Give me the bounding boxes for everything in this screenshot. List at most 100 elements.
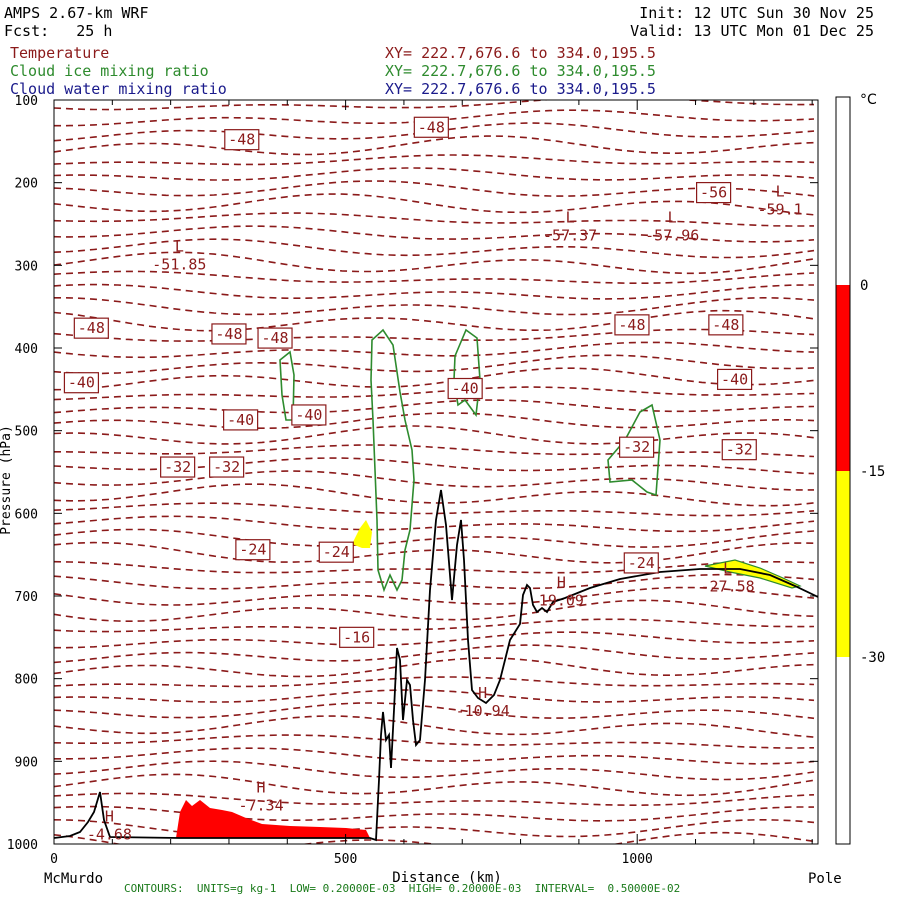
y-tick-label: 700 bbox=[15, 590, 38, 605]
isotherm bbox=[54, 425, 815, 445]
isotherm bbox=[54, 180, 815, 197]
isotherm bbox=[54, 657, 815, 678]
contour-label-box bbox=[696, 181, 732, 204]
colorbar-label: 0 bbox=[860, 278, 868, 294]
field-ice-xy: XY= 222.7,676.6 to 334.0,195.5 bbox=[385, 62, 656, 80]
isotherm bbox=[54, 560, 815, 574]
isotherm bbox=[54, 167, 815, 181]
isotherm bbox=[54, 747, 815, 765]
contour-label: -56 bbox=[700, 184, 727, 202]
extremum-type: L bbox=[776, 182, 785, 200]
contour-label-box bbox=[223, 409, 259, 431]
contour-label: -40 bbox=[227, 411, 254, 429]
isotherm bbox=[54, 483, 815, 507]
isotherm bbox=[54, 100, 814, 111]
colorbar-segment bbox=[836, 285, 850, 471]
isotherm bbox=[54, 225, 815, 243]
x-axis-label: Distance (km) bbox=[392, 870, 502, 886]
contour-label-box bbox=[318, 541, 354, 563]
isotherm bbox=[54, 354, 815, 375]
isotherm bbox=[54, 528, 815, 548]
extremum-value: 19.09 bbox=[539, 591, 584, 609]
contour-label: -16 bbox=[343, 628, 370, 646]
contour-label-box bbox=[291, 404, 327, 426]
cloud-ice-contour bbox=[453, 328, 481, 418]
isotherm bbox=[54, 341, 815, 359]
contour-label: -40 bbox=[721, 370, 748, 388]
isotherm bbox=[54, 386, 815, 401]
isotherm bbox=[54, 502, 815, 517]
y-tick-label: 300 bbox=[15, 259, 38, 274]
isotherm bbox=[54, 676, 815, 688]
contour-label-box bbox=[211, 323, 247, 345]
valid-time: Valid: 13 UTC Mon 01 Dec 25 bbox=[630, 22, 874, 40]
isotherm bbox=[54, 631, 815, 649]
contour-label: -48 bbox=[418, 118, 445, 136]
extremum-type: H bbox=[478, 684, 487, 702]
contour-label: -48 bbox=[228, 131, 255, 149]
mid-fill-region bbox=[352, 520, 372, 548]
contour-label-box bbox=[339, 626, 375, 648]
isotherm bbox=[54, 792, 815, 806]
isotherm bbox=[54, 541, 815, 564]
isotherm bbox=[54, 599, 815, 622]
extremum-value: -4.68 bbox=[87, 825, 132, 843]
y-axis: 100 200 300 400 500 600 700 800 900 1000 bbox=[7, 94, 818, 853]
isotherm bbox=[54, 644, 815, 664]
warm-fill-region bbox=[176, 800, 370, 838]
contour-label: -40 bbox=[68, 374, 95, 392]
contour-label: -32 bbox=[213, 458, 240, 476]
extremum-value: -57.37 bbox=[543, 227, 597, 245]
y-tick-label: 100 bbox=[15, 94, 38, 109]
y-tick-label: 800 bbox=[15, 673, 38, 688]
temperature-fills bbox=[176, 520, 802, 838]
isotherm bbox=[54, 689, 815, 703]
isotherm bbox=[54, 715, 815, 738]
y-axis-label: Pressure (hPa) bbox=[0, 425, 14, 535]
contour-label-box bbox=[721, 439, 757, 461]
cloud-ice-contour bbox=[607, 403, 661, 497]
extremum-type: L bbox=[668, 209, 677, 227]
contour-label-box bbox=[623, 552, 659, 574]
y-tick-label: 200 bbox=[15, 177, 38, 192]
colorbar-segment bbox=[836, 97, 850, 285]
colorbar-segment bbox=[836, 471, 850, 657]
contour-label-box bbox=[257, 327, 293, 349]
terrain-line bbox=[54, 489, 818, 842]
contour-label: -48 bbox=[712, 316, 739, 334]
field-temperature-xy: XY= 222.7,676.6 to 334.0,195.5 bbox=[385, 44, 656, 62]
x-axis: 0 500 1000 bbox=[50, 100, 813, 867]
extremum-type: L bbox=[723, 559, 732, 577]
isotherm bbox=[54, 515, 815, 533]
contour-label: -48 bbox=[78, 319, 105, 337]
colorbar-segment bbox=[836, 657, 850, 844]
contour-label-box bbox=[447, 377, 483, 400]
extremum-value: -27.58 bbox=[701, 577, 755, 595]
contour-label: -40 bbox=[452, 380, 479, 398]
colorbar: 0 -15 -30 bbox=[835, 96, 885, 845]
contour-label: -32 bbox=[623, 438, 650, 456]
contour-label: -48 bbox=[261, 329, 288, 347]
model-title: AMPS 2.67-km WRF bbox=[4, 4, 149, 22]
isotherm bbox=[54, 154, 815, 166]
field-temperature-name: Temperature bbox=[10, 44, 110, 62]
colorbar-label: -15 bbox=[860, 464, 885, 480]
contour-label-box bbox=[209, 456, 245, 478]
x-tick-label: 0 bbox=[50, 852, 58, 867]
field-water-name: Cloud water mixing ratio bbox=[10, 80, 227, 98]
isotherm bbox=[54, 702, 815, 720]
extremum-value: -59.1 bbox=[758, 200, 803, 218]
contour-label-box bbox=[160, 456, 196, 478]
extremum-value: -51.85 bbox=[152, 256, 206, 274]
colorbar-unit: °C bbox=[860, 92, 877, 108]
cloud-ice-contour bbox=[370, 328, 415, 593]
forecast-hour: Fcst: 25 h bbox=[4, 22, 113, 40]
left-endpoint-label: McMurdo bbox=[44, 871, 103, 887]
right-endpoint-label: Pole bbox=[808, 871, 842, 887]
isotherm bbox=[54, 251, 815, 275]
init-time: Init: 12 UTC Sun 30 Nov 25 bbox=[639, 4, 874, 22]
contour-label: -24 bbox=[239, 541, 266, 559]
y-tick-label: 500 bbox=[15, 425, 38, 440]
isotherm bbox=[54, 618, 815, 633]
